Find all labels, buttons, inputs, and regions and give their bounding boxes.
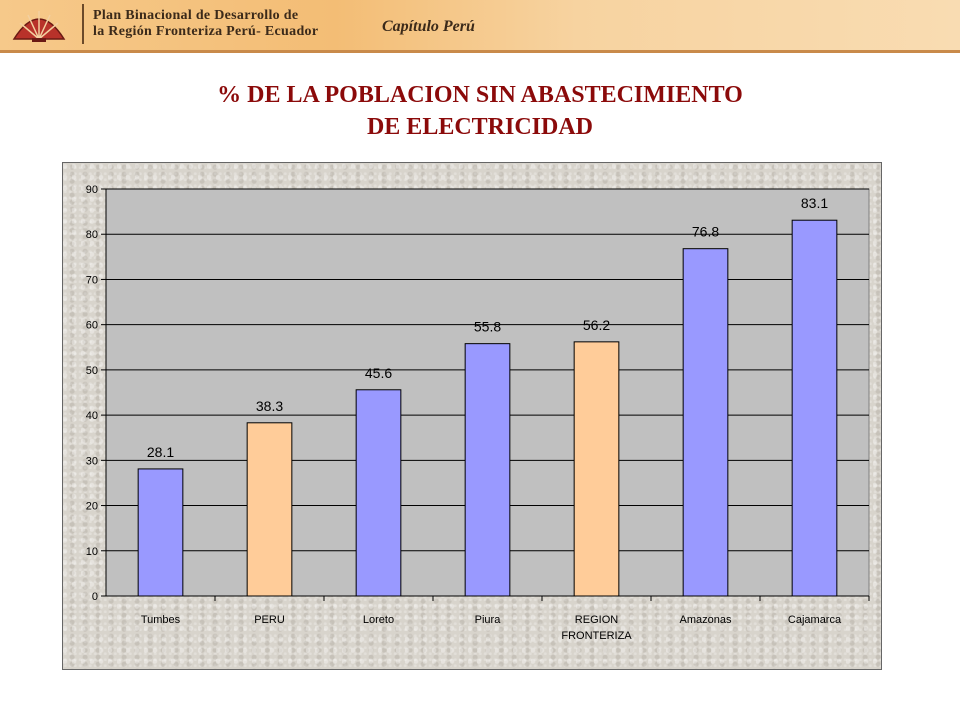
banner-chapter: Capítulo Perú [382, 18, 475, 35]
y-tick-label: 20 [86, 501, 98, 513]
y-tick-label: 30 [86, 455, 98, 467]
bar [573, 341, 620, 597]
x-tick-label: FRONTERIZA [561, 630, 632, 642]
banner-divider [82, 4, 84, 44]
data-label: 45.6 [365, 365, 392, 381]
page-title-line2: DE ELECTRICIDAD [366, 114, 594, 140]
x-tick-label: Tumbes [141, 614, 181, 626]
data-label: 55.8 [474, 319, 501, 335]
header-banner: Plan Binacional de Desarrollo de la Regi… [0, 0, 960, 53]
banner-title-line2: la Región Fronteriza Perú- Ecuador [93, 24, 319, 39]
y-tick-label: 70 [86, 274, 98, 286]
y-tick-label: 40 [86, 410, 98, 422]
bar [464, 343, 511, 597]
y-tick-label: 0 [92, 591, 98, 603]
data-label: 38.3 [256, 398, 283, 414]
bar [246, 422, 293, 597]
data-label: 76.8 [692, 224, 719, 240]
y-tick-label: 80 [86, 229, 98, 241]
shell-logo-icon [12, 11, 66, 42]
bar [682, 248, 729, 597]
page-title-line1: % DE LA POBLACION SIN ABASTECIMIENTO [217, 82, 743, 108]
data-label: 28.1 [147, 444, 174, 460]
bar-chart: 0 10 20 30 40 50 60 70 80 90 28.1 Tumbes 38.3 PERU 45.… [86, 184, 870, 642]
x-tick-label: Loreto [363, 614, 394, 626]
x-tick-label: Cajamarca [788, 614, 842, 626]
x-tick-label: Piura [475, 614, 502, 626]
y-tick-label: 90 [86, 184, 98, 196]
bar [137, 468, 184, 597]
banner-title-line1: Plan Binacional de Desarrollo de [93, 8, 299, 23]
x-tick-label: REGION [575, 614, 618, 626]
y-tick-label: 50 [86, 365, 98, 377]
data-label: 56.2 [583, 317, 610, 333]
x-tick-label: PERU [254, 614, 285, 626]
data-label: 83.1 [801, 195, 828, 211]
bar [355, 389, 402, 597]
y-tick-label: 60 [86, 320, 98, 332]
y-tick-label: 10 [86, 546, 98, 558]
x-tick-label: Amazonas [680, 614, 732, 626]
bar [791, 219, 838, 597]
